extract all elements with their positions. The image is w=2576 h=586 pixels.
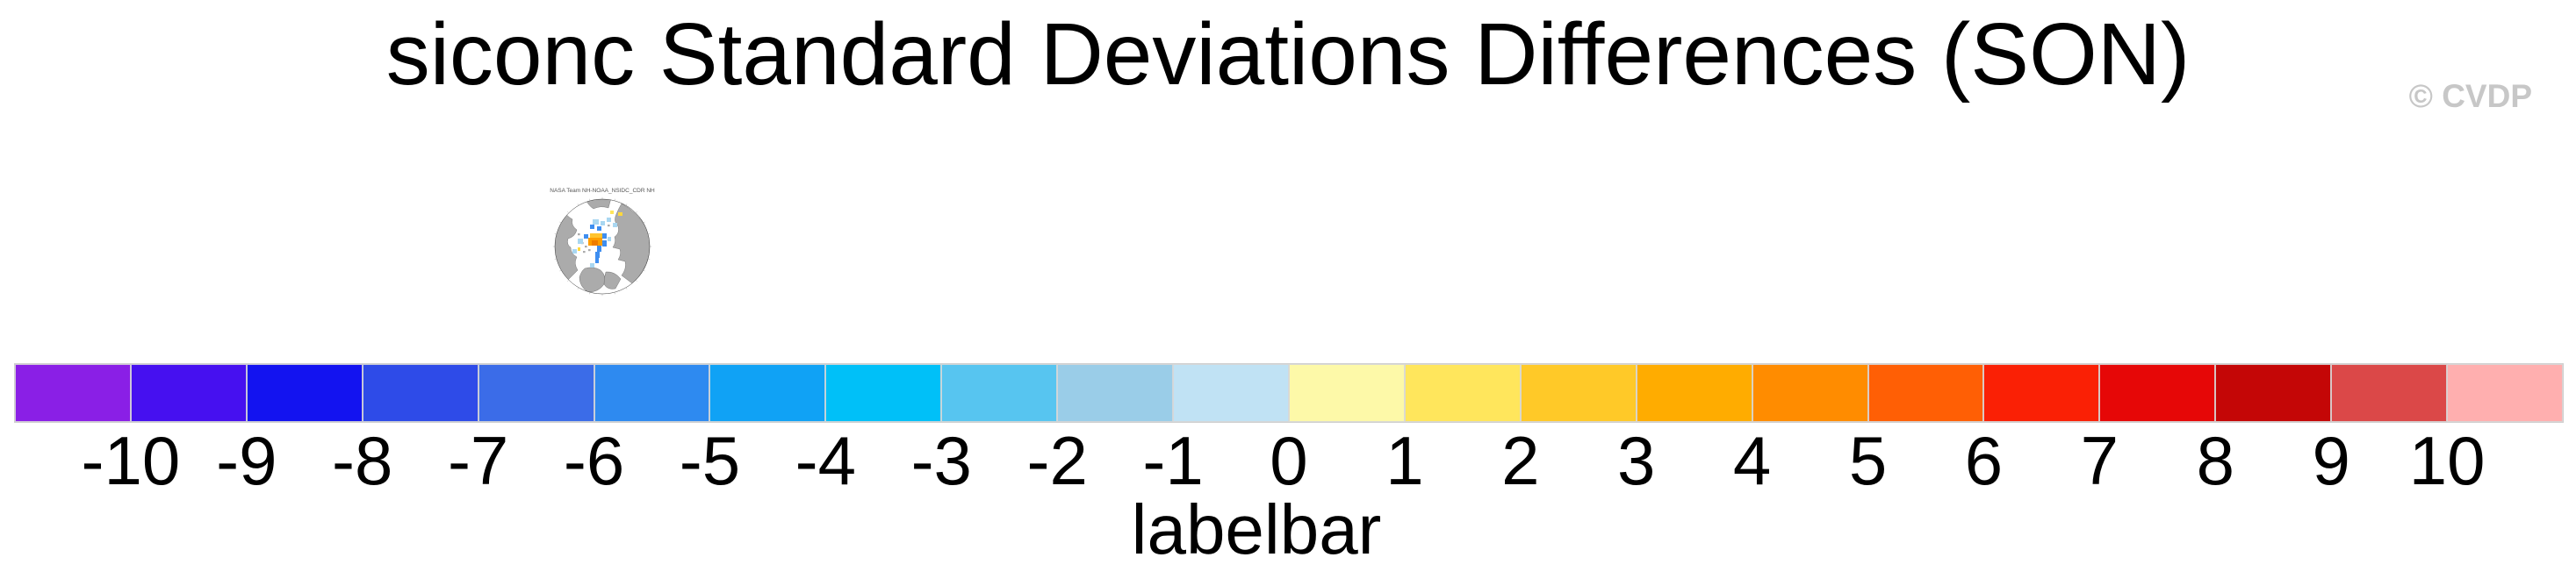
inset-map: NASA Team NH-NOAA_NSIDC_CDR NH	[537, 184, 669, 298]
map-anomaly-cell	[590, 263, 594, 268]
colorbar-tick-label: -4	[795, 422, 857, 499]
map-ring-tick	[636, 280, 637, 282]
inset-map-title: NASA Team NH-NOAA_NSIDC_CDR NH	[550, 188, 655, 194]
colorbar-cell	[2099, 364, 2216, 422]
map-anomaly-cell	[607, 218, 611, 222]
map-ring-tick	[589, 292, 591, 295]
land-right	[612, 203, 650, 284]
colorbar-cell	[1983, 364, 2100, 422]
map-ring-tick	[625, 287, 628, 289]
map-ring-tick	[625, 204, 628, 206]
map-ring-tick	[567, 211, 569, 213]
colorbar-tick-label: 5	[1848, 422, 1888, 499]
colorbar-cell	[1173, 364, 1289, 422]
map-anomaly-cell	[572, 249, 577, 254]
colorbar-cell	[1867, 364, 1984, 422]
polar-map-icon: NASA Team NH-NOAA_NSIDC_CDR NH	[550, 188, 655, 297]
colorbar-cell	[2331, 364, 2448, 422]
map-anomaly-cell	[597, 226, 601, 231]
colorbar-tick-label: -2	[1026, 422, 1088, 499]
colorbar-tick-label: 9	[2312, 422, 2350, 499]
colorbar-cell	[1752, 364, 1868, 422]
colorbar-cell	[478, 364, 594, 422]
map-ring-tick	[554, 233, 557, 235]
map-anomaly-cell	[590, 225, 594, 229]
colorbar-cell	[130, 364, 247, 422]
map-anomaly-cell	[578, 247, 580, 251]
colorbar-cell	[1520, 364, 1637, 422]
map-ring-tick	[559, 221, 562, 224]
colorbar-tick-label: 8	[2196, 422, 2234, 499]
colorbar-tick-label: 3	[1617, 422, 1656, 499]
colorbar-tick-label: 7	[2080, 422, 2119, 499]
colorbar-cell	[362, 364, 479, 422]
map-anomaly-cell	[584, 234, 588, 239]
colorbar-tick-label: -9	[216, 422, 277, 499]
colorbar-axis-label: labelbar	[1131, 490, 1382, 568]
map-anomaly-cell	[613, 223, 617, 227]
colorbar-cell	[2447, 364, 2563, 422]
map-anomaly-cell	[592, 240, 598, 246]
colorbar-cell	[2215, 364, 2332, 422]
map-anomaly-cell	[602, 240, 607, 247]
map-ring-tick	[554, 258, 557, 260]
map-anomaly-cell	[608, 237, 611, 241]
map-ring-tick	[559, 269, 562, 272]
colorbar-cell	[15, 364, 131, 422]
colorbar-cell	[1404, 364, 1521, 422]
map-ring-tick	[577, 287, 579, 289]
colorbar-cell	[1288, 364, 1405, 422]
colorbar-cell	[825, 364, 942, 422]
map-ring-tick	[577, 204, 579, 206]
colorbar-tick-label: 4	[1732, 422, 1772, 499]
colorbar-cell	[1057, 364, 1174, 422]
map-anomaly-cell	[610, 211, 614, 214]
map-ring-tick	[636, 211, 637, 213]
colorbar-tick-label: -7	[447, 422, 509, 499]
land-bottom-right	[603, 271, 622, 289]
colorbar-tick-label: -1	[1142, 422, 1204, 499]
map-anomaly-cell	[602, 233, 607, 239]
map-anomaly-cell	[618, 212, 622, 216]
colorbar-tick-label: -8	[332, 422, 393, 499]
colorbar-cell	[941, 364, 1058, 422]
colorbar-tick-label: -3	[910, 422, 972, 499]
map-anomaly-cell	[595, 258, 599, 263]
map-anomaly-cell	[595, 252, 600, 258]
colorbar-tick-label: 10	[2408, 422, 2486, 499]
colorbar-tick-label: -6	[563, 422, 625, 499]
colorbar-tick-label: -10	[81, 422, 181, 499]
map-ring-tick	[643, 221, 645, 224]
colorbar-tick-labels: -10 -9 -8 -7 -6 -5 -4 -3 -2 -1 0 1 2 3 4 5 6 7 8 9 10	[15, 426, 2563, 500]
map-ring-tick	[589, 198, 591, 201]
map-anomaly-cell	[597, 246, 601, 252]
colorbar-cell	[246, 364, 363, 422]
colorbar-tick-label: -5	[679, 422, 741, 499]
colorbar-tick-label: 6	[1964, 422, 2004, 499]
colorbar-tick-label: 2	[1501, 422, 1540, 499]
colorbar-tick-label: 0	[1270, 422, 1308, 499]
colorbar	[14, 363, 2564, 423]
colorbar-cell	[1636, 364, 1752, 422]
map-ring-tick	[648, 233, 651, 235]
map-ring-tick	[643, 269, 645, 272]
colorbar-tick-label: 1	[1385, 422, 1424, 499]
map-anomaly-cell	[578, 239, 583, 244]
page-title: siconc Standard Deviations Differences (…	[385, 5, 2191, 104]
map-anomaly-cell	[601, 221, 605, 225]
colorbar-cell	[709, 364, 826, 422]
map-ring-tick	[648, 258, 651, 260]
colorbar-cell	[594, 364, 710, 422]
cvdp-watermark: © CVDP	[2408, 78, 2532, 114]
map-anomaly-cell	[593, 219, 599, 225]
map-anomaly-cells	[572, 211, 622, 268]
land-bottom	[579, 267, 606, 293]
map-anomaly-cell	[590, 233, 602, 238]
map-ring-tick	[567, 280, 569, 282]
map-grid-ticks	[552, 197, 652, 297]
